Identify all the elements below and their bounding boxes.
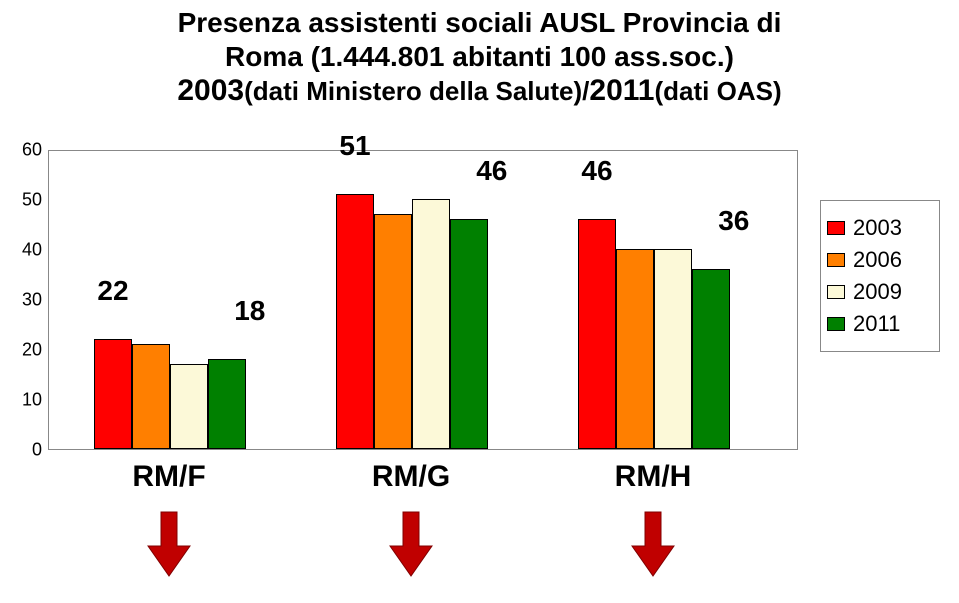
y-tick: 50 bbox=[22, 190, 42, 211]
bar-value-label: 22 bbox=[97, 275, 128, 307]
y-tick: 10 bbox=[22, 390, 42, 411]
chart-title: Presenza assistenti sociali AUSL Provinc… bbox=[0, 0, 959, 109]
bar bbox=[654, 249, 692, 449]
y-tick: 60 bbox=[22, 140, 42, 161]
bar-value-label: 51 bbox=[339, 130, 370, 162]
arrows-row bbox=[48, 510, 798, 590]
legend-swatch bbox=[827, 317, 845, 331]
legend-item: 2009 bbox=[827, 279, 933, 305]
chart-area: 0102030405060 221851464636 bbox=[8, 150, 798, 480]
x-category-label: RM/G bbox=[372, 460, 450, 494]
x-category-label: RM/H bbox=[615, 460, 692, 494]
bar bbox=[132, 344, 170, 449]
legend-label: 2009 bbox=[853, 279, 902, 305]
legend-item: 2003 bbox=[827, 215, 933, 241]
legend-swatch bbox=[827, 221, 845, 235]
bar-group bbox=[578, 219, 730, 449]
bar bbox=[412, 199, 450, 449]
title-y2: 2011 bbox=[589, 74, 654, 107]
down-arrow-icon bbox=[144, 510, 194, 585]
y-tick: 30 bbox=[22, 290, 42, 311]
bar-value-label: 36 bbox=[718, 205, 749, 237]
bar bbox=[374, 214, 412, 449]
legend-label: 2003 bbox=[853, 215, 902, 241]
y-tick: 40 bbox=[22, 240, 42, 261]
bar bbox=[578, 219, 616, 449]
legend-item: 2006 bbox=[827, 247, 933, 273]
down-arrow-icon bbox=[386, 510, 436, 585]
title-y1: 2003 bbox=[177, 74, 244, 107]
legend-item: 2011 bbox=[827, 311, 933, 337]
plot-area: 221851464636 bbox=[48, 150, 798, 450]
bar-group bbox=[94, 339, 246, 449]
title-line2: Roma (1.444.801 abitanti 100 ass.soc.) bbox=[0, 40, 959, 74]
legend: 2003 2006 2009 2011 bbox=[820, 200, 940, 352]
legend-label: 2011 bbox=[853, 311, 900, 337]
title-end: (dati OAS) bbox=[655, 76, 782, 106]
bar-group bbox=[336, 194, 488, 449]
title-rest: (1.444.801 abitanti 100 ass.soc.) bbox=[303, 41, 734, 72]
legend-label: 2006 bbox=[853, 247, 902, 273]
y-tick: 0 bbox=[32, 440, 42, 461]
title-line3: 2003(dati Ministero della Salute)/2011(d… bbox=[0, 73, 959, 109]
x-axis-labels: RM/F RM/G RM/H bbox=[48, 460, 798, 500]
legend-swatch bbox=[827, 285, 845, 299]
bar bbox=[208, 359, 246, 449]
down-arrow-icon bbox=[628, 510, 678, 585]
bar bbox=[94, 339, 132, 449]
bar-value-label: 18 bbox=[234, 295, 265, 327]
legend-swatch bbox=[827, 253, 845, 267]
bar-value-label: 46 bbox=[476, 155, 507, 187]
bar bbox=[450, 219, 488, 449]
bar bbox=[170, 364, 208, 449]
y-axis: 0102030405060 bbox=[8, 150, 48, 450]
bar-value-label: 46 bbox=[581, 155, 612, 187]
title-mid: (dati Ministero della Salute)/ bbox=[244, 76, 589, 106]
title-roma: Roma bbox=[225, 41, 303, 72]
bar bbox=[616, 249, 654, 449]
bar bbox=[336, 194, 374, 449]
x-category-label: RM/F bbox=[132, 460, 205, 494]
bar bbox=[692, 269, 730, 449]
y-tick: 20 bbox=[22, 340, 42, 361]
title-line1: Presenza assistenti sociali AUSL Provinc… bbox=[0, 6, 959, 40]
